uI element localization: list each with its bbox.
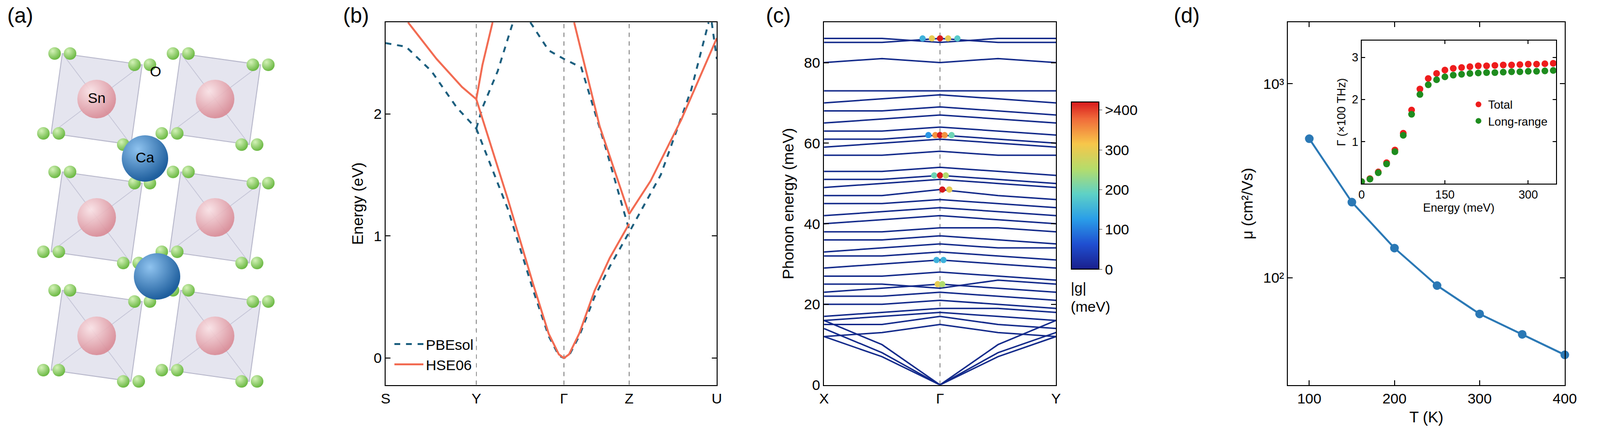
svg-text:0: 0 [1105,261,1114,278]
svg-text:40: 40 [804,216,821,232]
svg-text:100: 100 [1297,390,1322,407]
svg-text:U: U [711,390,722,407]
svg-text:3: 3 [1352,50,1359,64]
svg-text:Γ (×100 THz): Γ (×100 THz) [1334,78,1348,147]
svg-text:Sn: Sn [87,89,106,106]
svg-text:PBEsol: PBEsol [425,336,474,353]
svg-text:300: 300 [1518,187,1538,202]
svg-text:Energy (meV): Energy (meV) [1423,201,1495,215]
svg-text:(b): (b) [343,3,370,28]
svg-text:Long-range: Long-range [1487,114,1548,128]
svg-text:1: 1 [373,228,382,245]
svg-text:Z: Z [624,390,634,407]
svg-text:Energy (eV): Energy (eV) [348,162,367,246]
svg-text:Y: Y [471,390,482,407]
svg-text:200: 200 [1382,390,1407,407]
svg-text:80: 80 [804,54,821,71]
svg-text:300: 300 [1467,390,1492,407]
svg-text:T (K): T (K) [1409,408,1444,426]
svg-text:(d): (d) [1173,3,1200,28]
svg-text:Total: Total [1487,98,1513,112]
svg-text:60: 60 [804,135,821,152]
svg-text:S: S [380,390,391,407]
svg-text:10³: 10³ [1263,75,1284,92]
svg-text:10²: 10² [1263,269,1284,286]
svg-text:2: 2 [373,105,382,122]
svg-text:Phonon energy (meV): Phonon energy (meV) [779,128,797,280]
svg-text:Γ: Γ [560,390,569,407]
svg-text:2: 2 [1352,92,1359,106]
svg-text:150: 150 [1435,187,1455,202]
svg-text:400: 400 [1552,390,1577,407]
svg-text:0: 0 [373,349,382,366]
svg-text:Γ: Γ [936,390,945,407]
svg-text:μ (cm²/Vs): μ (cm²/Vs) [1238,167,1256,240]
svg-text:Ca: Ca [135,149,155,166]
svg-text:0: 0 [811,376,821,393]
svg-text:0: 0 [1358,187,1365,202]
svg-text:HSE06: HSE06 [425,357,472,374]
svg-text:>400: >400 [1105,101,1139,118]
svg-text:200: 200 [1105,181,1130,198]
svg-text:|g|(meV): |g|(meV) [1070,279,1111,315]
svg-text:Y: Y [1051,390,1061,407]
svg-text:(a): (a) [7,3,34,28]
svg-text:(c): (c) [765,3,791,28]
svg-text:20: 20 [804,296,821,313]
svg-text:X: X [819,390,829,407]
svg-text:1: 1 [1352,135,1359,149]
svg-text:300: 300 [1105,142,1130,159]
svg-text:O: O [149,63,161,80]
svg-text:100: 100 [1105,221,1130,238]
